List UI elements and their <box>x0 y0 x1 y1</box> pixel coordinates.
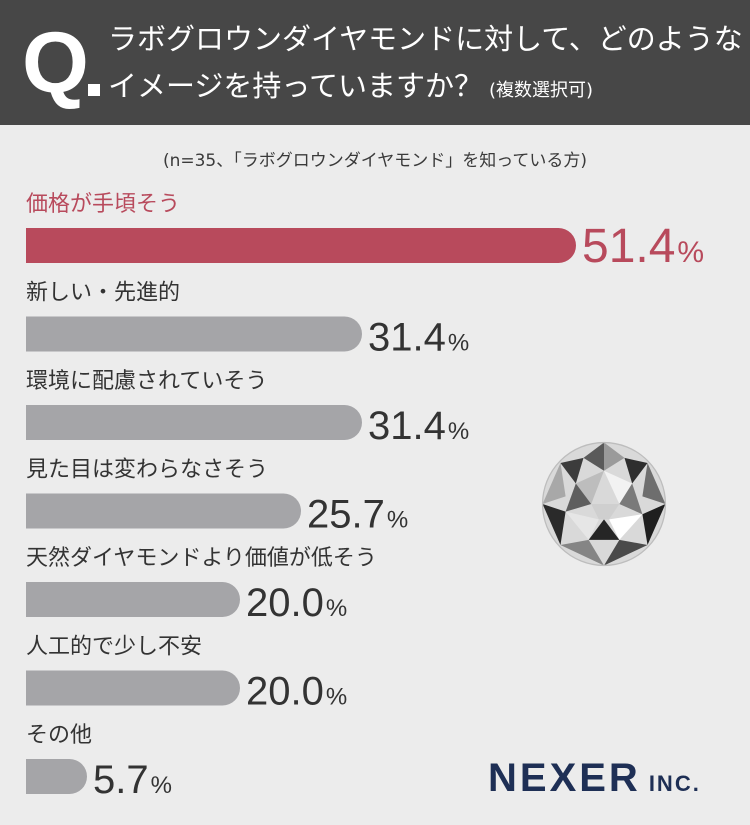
value-label: 20.0% <box>246 581 347 625</box>
value-unit: % <box>151 772 172 799</box>
value-label: 31.4% <box>368 316 469 360</box>
diamond-icon <box>541 441 667 567</box>
question-text-line2-main: イメージを持っていますか？ <box>108 69 483 103</box>
question-header: Q ラボグロウンダイヤモンドに対して、どのような イメージを持っていますか？ (複… <box>0 0 750 125</box>
bar <box>26 405 362 440</box>
category-label: 人工的で少し不安 <box>26 635 202 660</box>
category-label: 新しい・先進的 <box>26 281 180 306</box>
question-dot <box>88 84 100 96</box>
logo-sub: INC. <box>648 771 701 796</box>
value-unit: % <box>326 595 347 622</box>
bar <box>26 582 241 617</box>
value-label: 31.4% <box>368 404 469 448</box>
value-unit: % <box>326 684 347 711</box>
category-label: 環境に配慮されていそう <box>26 369 267 394</box>
value-number: 20.0 <box>246 670 324 714</box>
value-unit: % <box>448 330 469 357</box>
category-label: その他 <box>26 723 92 748</box>
value-number: 51.4 <box>582 220 675 273</box>
category-label: 天然ダイヤモンドより価値が低そう <box>26 546 377 571</box>
bar <box>26 759 87 794</box>
sample-note: (n=35、「ラボグロウンダイヤモンド」を知っている方) <box>162 151 588 171</box>
value-label: 20.0% <box>246 670 347 714</box>
logo-main: NEXER <box>488 756 641 800</box>
category-label: 価格が手頃そう <box>26 192 180 217</box>
value-unit: % <box>448 418 469 445</box>
value-number: 25.7 <box>307 493 385 537</box>
value-number: 31.4 <box>368 404 446 448</box>
value-number: 5.7 <box>93 758 149 802</box>
value-number: 31.4 <box>368 316 446 360</box>
value-label: 5.7% <box>93 758 172 802</box>
category-label: 見た目は変わらなさそう <box>26 458 268 483</box>
value-label: 51.4% <box>582 220 704 273</box>
company-logo: NEXER INC. <box>488 756 701 801</box>
value-unit: % <box>677 236 704 269</box>
value-label: 25.7% <box>307 493 408 537</box>
value-unit: % <box>387 507 408 534</box>
question-note: (複数選択可) <box>488 80 594 101</box>
value-number: 20.0 <box>246 581 324 625</box>
bar <box>26 670 241 706</box>
bar <box>26 316 362 352</box>
bar <box>26 228 576 263</box>
bar <box>26 493 301 529</box>
question-text-line2: イメージを持っていますか？ (複数選択可) <box>108 67 593 110</box>
question-text-line1: ラボグロウンダイヤモンドに対して、どのような <box>108 22 743 56</box>
question-mark: Q <box>22 15 89 111</box>
